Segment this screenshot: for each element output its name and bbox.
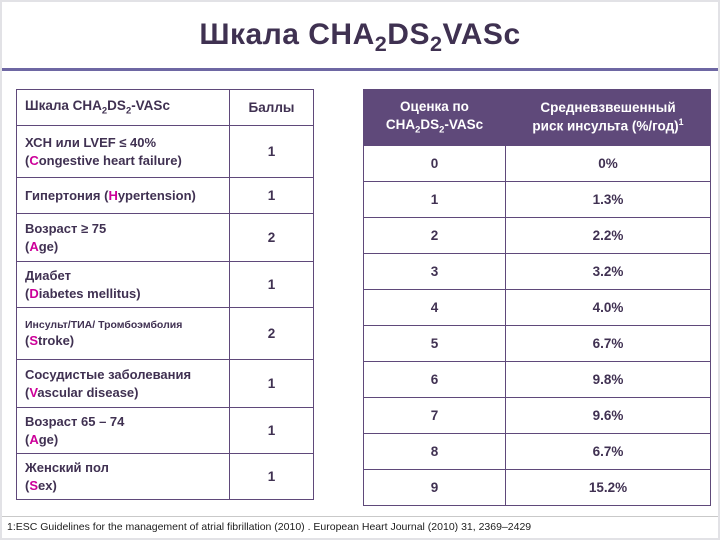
score-cell: 7 [363, 397, 506, 434]
table-row: 1 1.3% [363, 181, 711, 218]
title-text: VASc [442, 18, 521, 51]
risk-cell: 3.2% [505, 253, 711, 290]
criterion-cell: Возраст 65 – 74 (Age) [16, 407, 230, 454]
points-cell: 1 [229, 407, 314, 454]
points-cell: 2 [229, 307, 314, 360]
criterion-en: (Age) [25, 431, 59, 447]
criterion-ru: ХСН или LVEF ≤ 40% [25, 134, 157, 150]
score-cell: 9 [363, 469, 506, 506]
risk-cell: 2.2% [505, 217, 711, 254]
criterion-en: (Vascular disease) [25, 384, 139, 400]
highlight-letter: V [29, 384, 38, 400]
risk-cell: 6.7% [505, 325, 711, 362]
title-subscript: 2 [429, 31, 443, 56]
criterion-cell: Сосудистые заболевания (Vascular disease… [16, 359, 230, 408]
risk-cell: 15.2% [505, 469, 711, 506]
points-header: Баллы [229, 89, 314, 126]
table-row: Сосудистые заболевания (Vascular disease… [16, 359, 314, 408]
highlight-letter: S [29, 332, 39, 348]
risk-cell: 4.0% [505, 289, 711, 326]
criterion-en: (Hypertension) [104, 187, 196, 203]
risk-cell: 1.3% [505, 181, 711, 218]
stroke-risk-table: Оценка по CHA2DS2-VASc Средневзвешенный … [363, 89, 711, 506]
risk-header: Средневзвешенный риск инсульта (%/год)1 [505, 89, 711, 146]
criterion-en: (Age) [25, 238, 59, 254]
score-cell: 3 [363, 253, 506, 290]
criterion-en: (Congestive heart failure) [25, 152, 182, 168]
page-title: Шкала CHA2DS2VASc [2, 2, 718, 57]
table-row: 4 4.0% [363, 289, 711, 326]
criterion-en: (Diabetes mellitus) [25, 285, 141, 301]
title-divider [2, 68, 718, 71]
criterion-ru: Возраст ≥ 75 [25, 220, 107, 236]
criterion-ru: Возраст 65 – 74 [25, 413, 125, 429]
footnote-marker: 1 [678, 117, 684, 128]
score-cell: 8 [363, 433, 506, 470]
score-cell: 5 [363, 325, 506, 362]
points-cell: 1 [229, 177, 314, 214]
table-row: 3 3.2% [363, 253, 711, 290]
criterion-ru: Сосудистые заболевания [25, 366, 192, 382]
table-row: 9 15.2% [363, 469, 711, 506]
criterion-en: (Sex) [25, 477, 57, 493]
criterion-cell: Женский пол (Sex) [16, 453, 230, 500]
score-cell: 0 [363, 145, 506, 182]
table-row: Гипертония (Hypertension) 1 [16, 177, 314, 214]
table-row: Возраст ≥ 75 (Age) 2 [16, 213, 314, 262]
risk-cell: 9.6% [505, 397, 711, 434]
slide-content: Шкала CHA2DS2-VASc Баллы ХСН или LVEF ≤ … [2, 71, 718, 506]
highlight-letter: A [29, 238, 39, 254]
table-row: 0 0% [363, 145, 711, 182]
highlight-letter: D [29, 285, 39, 301]
criterion-cell: ХСН или LVEF ≤ 40% (Congestive heart fai… [16, 125, 230, 178]
title-subscript: 2 [374, 31, 388, 56]
points-cell: 1 [229, 453, 314, 500]
reference-footnote: 1:ESC Guidelines for the management of a… [2, 516, 718, 538]
criterion-ru: Женский пол [25, 459, 109, 475]
score-cell: 2 [363, 217, 506, 254]
risk-cell: 0% [505, 145, 711, 182]
table-row: 5 6.7% [363, 325, 711, 362]
points-cell: 1 [229, 359, 314, 408]
table-row: ХСН или LVEF ≤ 40% (Congestive heart fai… [16, 125, 314, 178]
criteria-table: Шкала CHA2DS2-VASc Баллы ХСН или LVEF ≤ … [16, 89, 314, 500]
table-row: Диабет (Diabetes mellitus) 1 [16, 261, 314, 308]
table-header-row: Оценка по CHA2DS2-VASc Средневзвешенный … [363, 89, 711, 146]
table-header-row: Шкала CHA2DS2-VASc Баллы [16, 89, 314, 126]
risk-cell: 6.7% [505, 433, 711, 470]
points-cell: 2 [229, 213, 314, 262]
criterion-ru: Диабет [25, 267, 71, 283]
score-cell: 4 [363, 289, 506, 326]
score-header: Оценка по CHA2DS2-VASc [363, 89, 506, 146]
criterion-cell: Диабет (Diabetes mellitus) [16, 261, 230, 308]
score-cell: 6 [363, 361, 506, 398]
table-row: 7 9.6% [363, 397, 711, 434]
criterion-cell: Возраст ≥ 75 (Age) [16, 213, 230, 262]
criterion-cell: Инсульт/ТИА/ Тромбоэмболия (Stroke) [16, 307, 230, 360]
title-text: DS [387, 18, 430, 51]
table-row: 6 9.8% [363, 361, 711, 398]
criterion-cell: Гипертония (Hypertension) [16, 177, 230, 214]
risk-cell: 9.8% [505, 361, 711, 398]
table-row: 8 6.7% [363, 433, 711, 470]
table-row: 2 2.2% [363, 217, 711, 254]
criterion-en: (Stroke) [25, 332, 75, 348]
title-text: Шкала CHA [199, 18, 375, 51]
criteria-header: Шкала CHA2DS2-VASc [16, 89, 230, 126]
highlight-letter: H [108, 187, 118, 203]
points-cell: 1 [229, 125, 314, 178]
table-row: Инсульт/ТИА/ Тромбоэмболия (Stroke) 2 [16, 307, 314, 360]
points-cell: 1 [229, 261, 314, 308]
criterion-ru: Гипертония (Hypertension) [25, 187, 196, 203]
highlight-letter: S [29, 477, 39, 493]
highlight-letter: C [29, 152, 39, 168]
score-cell: 1 [363, 181, 506, 218]
table-row: Возраст 65 – 74 (Age) 1 [16, 407, 314, 454]
criterion-ru: Инсульт/ТИА/ Тромбоэмболия [25, 318, 183, 331]
table-row: Женский пол (Sex) 1 [16, 453, 314, 500]
highlight-letter: A [29, 431, 39, 447]
